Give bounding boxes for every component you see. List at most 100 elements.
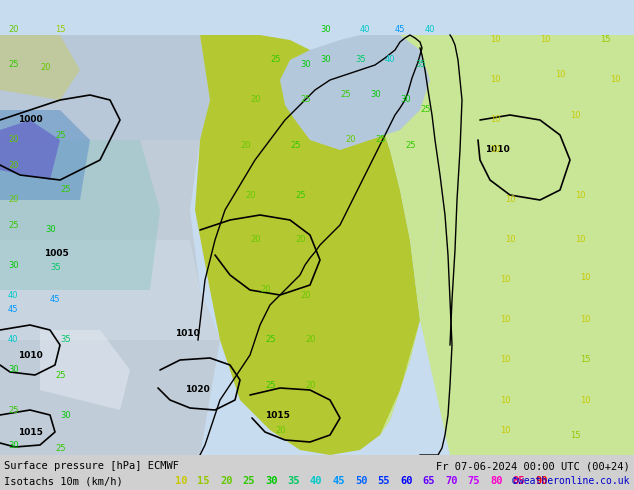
Text: 10: 10 [610, 75, 621, 84]
Text: 20: 20 [8, 25, 18, 34]
Text: 25: 25 [265, 336, 276, 344]
Text: 10: 10 [575, 236, 586, 245]
Text: 1020: 1020 [185, 386, 210, 394]
Text: 10: 10 [500, 425, 510, 435]
Text: 10: 10 [580, 395, 590, 405]
Text: 10: 10 [575, 191, 586, 199]
Polygon shape [0, 35, 210, 140]
Text: 15: 15 [600, 35, 611, 45]
Text: 20: 20 [345, 136, 356, 145]
Text: 20: 20 [240, 141, 250, 149]
Text: 25: 25 [340, 91, 351, 99]
Text: 25: 25 [405, 141, 415, 149]
Text: 25: 25 [300, 96, 311, 104]
Text: 25: 25 [375, 136, 385, 145]
Text: 20: 20 [305, 336, 316, 344]
Text: 20: 20 [220, 476, 233, 486]
Text: 25: 25 [8, 220, 18, 229]
Text: 10: 10 [500, 395, 510, 405]
Text: 25: 25 [270, 55, 280, 65]
Text: 80: 80 [490, 476, 503, 486]
Text: 30: 30 [60, 411, 70, 419]
Text: 10: 10 [490, 116, 500, 124]
Polygon shape [0, 120, 60, 180]
Text: 1000: 1000 [18, 116, 42, 124]
Text: 20: 20 [295, 236, 306, 245]
Text: 30: 30 [8, 261, 18, 270]
Text: 1010: 1010 [18, 350, 42, 360]
Text: 70: 70 [445, 476, 458, 486]
Text: 50: 50 [355, 476, 368, 486]
Text: 45: 45 [395, 25, 406, 34]
Text: 20: 20 [8, 196, 18, 204]
Bar [0, 455, 634, 490]
Text: 15: 15 [580, 356, 590, 365]
Text: 35: 35 [50, 264, 61, 272]
Text: 45: 45 [332, 476, 345, 486]
Text: 10: 10 [505, 236, 515, 245]
Text: 25: 25 [265, 381, 276, 390]
Text: 10: 10 [500, 316, 510, 324]
Text: 10: 10 [500, 356, 510, 365]
Text: 15: 15 [198, 476, 210, 486]
Text: 25: 25 [8, 406, 18, 415]
Text: 25: 25 [420, 105, 430, 115]
Polygon shape [0, 35, 80, 100]
Text: 10: 10 [490, 35, 500, 45]
Text: 20: 20 [8, 136, 18, 145]
Text: 10: 10 [540, 35, 550, 45]
Polygon shape [40, 330, 130, 410]
Text: 35: 35 [355, 55, 366, 65]
Text: 30: 30 [300, 60, 311, 70]
Text: 20: 20 [275, 425, 285, 435]
Text: 20: 20 [305, 381, 316, 390]
Text: 25: 25 [55, 370, 65, 379]
Polygon shape [0, 240, 220, 340]
Text: 35: 35 [415, 60, 425, 70]
Text: 20: 20 [245, 191, 256, 199]
Text: 25: 25 [290, 141, 301, 149]
Text: 40: 40 [360, 25, 370, 34]
Text: 40: 40 [385, 55, 396, 65]
Text: 10: 10 [505, 196, 515, 204]
Polygon shape [420, 35, 634, 455]
Text: 30: 30 [265, 476, 278, 486]
Text: 60: 60 [400, 476, 413, 486]
Text: 40: 40 [8, 291, 18, 299]
Text: 25: 25 [55, 443, 65, 452]
Text: 85: 85 [512, 476, 525, 486]
Text: 65: 65 [422, 476, 435, 486]
Text: 40: 40 [310, 476, 323, 486]
Text: 10: 10 [500, 275, 510, 285]
Text: 20: 20 [250, 96, 261, 104]
Text: 20: 20 [300, 291, 311, 299]
Polygon shape [0, 35, 220, 455]
Text: 25: 25 [60, 186, 70, 195]
Text: Surface pressure [hPa] ECMWF: Surface pressure [hPa] ECMWF [4, 461, 179, 471]
Text: 20: 20 [250, 236, 261, 245]
Text: 75: 75 [467, 476, 480, 486]
Text: 55: 55 [377, 476, 390, 486]
Text: 30: 30 [8, 366, 18, 374]
Text: 20: 20 [40, 64, 51, 73]
Text: 35: 35 [60, 336, 70, 344]
Text: 20: 20 [8, 161, 18, 170]
Text: 35: 35 [287, 476, 300, 486]
Text: 25: 25 [295, 191, 306, 199]
Text: 10: 10 [570, 111, 581, 120]
Text: ©weatheronline.co.uk: ©weatheronline.co.uk [512, 476, 630, 486]
Text: 1010: 1010 [175, 328, 200, 338]
Text: 15: 15 [570, 431, 581, 440]
Text: Fr 07-06-2024 00:00 UTC (00+24): Fr 07-06-2024 00:00 UTC (00+24) [436, 461, 630, 471]
Text: 15: 15 [55, 25, 65, 34]
Text: 30: 30 [45, 225, 56, 235]
Text: 45: 45 [8, 305, 18, 315]
Text: Isotachs 10m (km/h): Isotachs 10m (km/h) [4, 476, 123, 486]
Text: 10: 10 [580, 316, 590, 324]
Text: 25: 25 [8, 60, 18, 70]
Text: 30: 30 [320, 55, 330, 65]
Text: 30: 30 [8, 441, 18, 449]
Text: 20: 20 [260, 286, 271, 294]
Polygon shape [280, 35, 430, 150]
Text: 10: 10 [580, 273, 590, 283]
